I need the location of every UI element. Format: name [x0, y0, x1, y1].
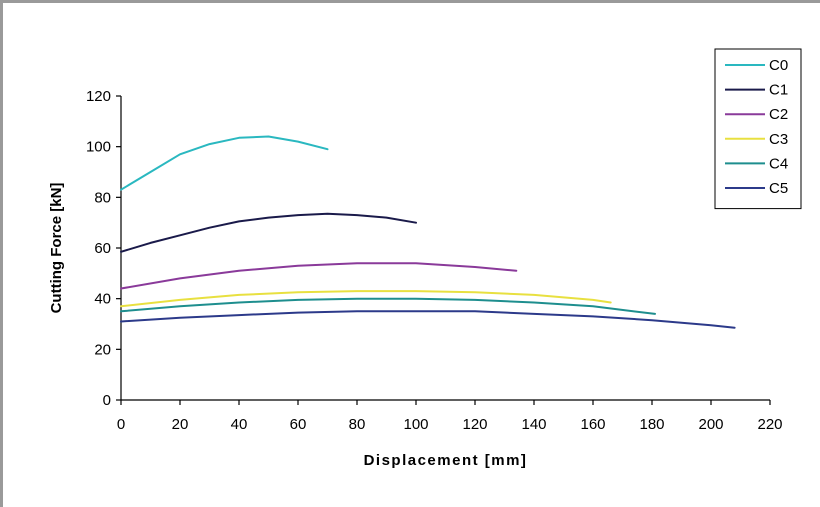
x-tick-label: 60	[290, 416, 307, 433]
legend-label-c2: C2	[769, 106, 788, 123]
y-tick-label: 100	[86, 139, 111, 156]
x-tick-label: 0	[117, 416, 125, 433]
x-tick-label: 20	[172, 416, 189, 433]
x-ticks: 0 20 40 60 80 100 120 140 160 180 200 220	[117, 400, 783, 433]
legend-label-c3: C3	[769, 131, 788, 148]
legend-box	[714, 48, 802, 210]
x-tick-label: 140	[521, 416, 546, 433]
x-tick-label: 180	[639, 416, 664, 433]
series-line-c2	[120, 262, 518, 290]
legend-label-c1: C1	[769, 82, 788, 99]
x-tick-label: 40	[231, 416, 248, 433]
x-tick-label: 200	[698, 416, 723, 433]
y-tick-label: 0	[103, 392, 111, 409]
x-tick-label: 80	[349, 416, 366, 433]
y-tick-label: 20	[94, 341, 111, 358]
y-tick-label: 80	[94, 189, 111, 206]
y-ticks: 0 20 40 60 80 100 120	[86, 88, 121, 409]
series-line-c1	[120, 212, 417, 253]
legend: C0 C1 C2 C3 C4 C5	[714, 48, 802, 210]
y-tick-label: 120	[86, 88, 111, 105]
legend-label-c4: C4	[769, 155, 788, 172]
x-tick-label: 100	[403, 416, 428, 433]
series-line-c5	[120, 310, 736, 329]
x-tick-label: 120	[462, 416, 487, 433]
y-tick-label: 40	[94, 291, 111, 308]
x-axis-title: Displacement [mm]	[364, 452, 528, 469]
legend-label-c5: C5	[769, 180, 788, 197]
series-line-c3	[120, 290, 612, 308]
legend-label-c0: C0	[769, 57, 788, 74]
x-tick-label: 220	[757, 416, 782, 433]
plot-lines	[120, 135, 736, 329]
y-tick-label: 60	[94, 240, 111, 257]
series-line-c0	[120, 135, 329, 191]
y-axis-title: Cutting Force [kN]	[48, 183, 65, 314]
x-tick-label: 160	[580, 416, 605, 433]
line-chart: 0 20 40 60 80 100 120 0 20 40 60 80 100 120 140 160 180…	[48, 48, 802, 469]
series-line-c4	[120, 297, 656, 315]
